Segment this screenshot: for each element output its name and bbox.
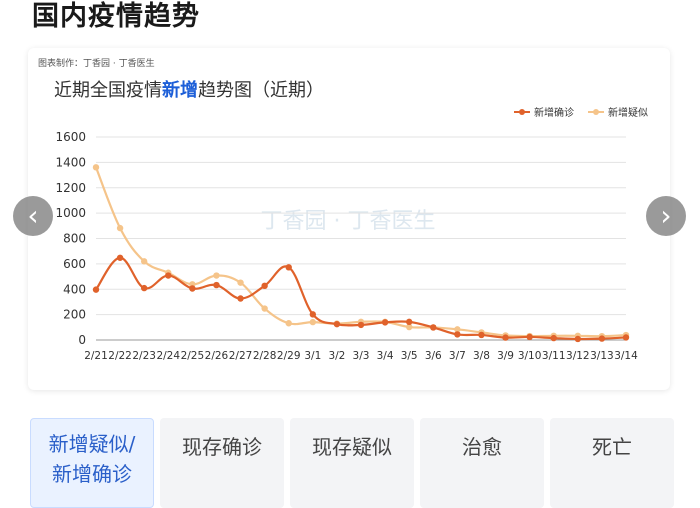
data-point-suspected — [261, 305, 268, 312]
tab-current-confirmed[interactable]: 现存确诊 — [160, 418, 284, 508]
data-point-confirmed — [357, 321, 365, 329]
x-tick-label: 2/24 — [156, 350, 180, 362]
data-point-suspected — [309, 318, 317, 326]
line-chart: 丁香园 · 丁香医生020040060080010001200140016002… — [55, 130, 638, 362]
legend-swatch-confirmed — [514, 108, 530, 115]
chart-title-highlight: 新增 — [162, 80, 198, 101]
data-point-confirmed — [92, 286, 100, 293]
data-point-confirmed — [237, 295, 244, 302]
chart-legend: 新增确诊 新增疑似 — [514, 104, 648, 119]
y-tick-label: 600 — [63, 257, 86, 271]
data-point-confirmed — [333, 320, 341, 328]
tab-label: 治愈 — [462, 435, 502, 459]
data-point-suspected — [213, 272, 220, 279]
data-point-suspected — [92, 164, 100, 171]
x-tick-label: 3/3 — [353, 350, 370, 362]
x-tick-label: 2/22 — [108, 350, 132, 362]
x-tick-label: 3/7 — [449, 350, 466, 362]
x-tick-label: 2/29 — [277, 350, 301, 362]
y-tick-label: 200 — [63, 308, 86, 322]
x-tick-label: 3/2 — [328, 350, 345, 362]
legend-item-confirmed[interactable]: 新增确诊 — [514, 104, 574, 119]
x-tick-label: 2/27 — [229, 350, 253, 362]
data-point-confirmed — [309, 311, 317, 318]
data-point-suspected — [237, 279, 244, 286]
tab-label-line1: 新增疑似/ — [48, 432, 136, 456]
data-point-suspected — [405, 323, 413, 331]
data-point-suspected — [454, 326, 461, 333]
data-point-confirmed — [550, 334, 557, 342]
data-point-confirmed — [116, 254, 124, 261]
x-tick-label: 3/1 — [304, 350, 321, 362]
legend-swatch-suspected — [588, 108, 604, 115]
data-point-suspected — [116, 224, 124, 232]
y-tick-label: 800 — [63, 232, 86, 246]
chart-title-suffix: 趋势图（近期） — [198, 80, 324, 101]
x-tick-label: 3/14 — [614, 350, 638, 362]
data-point-confirmed — [213, 281, 220, 289]
chart-card: 图表制作：丁香园 · 丁香医生 近期全国疫情新增趋势图（近期） 新增确诊 新增疑… — [28, 48, 670, 390]
data-point-confirmed — [165, 272, 172, 279]
y-tick-label: 0 — [78, 333, 86, 347]
data-point-confirmed — [189, 285, 196, 292]
tab-label: 现存确诊 — [182, 435, 262, 459]
y-tick-label: 1600 — [55, 130, 86, 144]
data-point-suspected — [285, 320, 292, 327]
tab-recovered[interactable]: 治愈 — [420, 418, 544, 508]
chart-title-prefix: 近期全国疫情 — [54, 80, 162, 101]
metric-tabs: 新增疑似/新增确诊 现存确诊 现存疑似 治愈 死亡 — [30, 418, 674, 508]
tab-label: 死亡 — [592, 435, 632, 459]
x-tick-label: 3/6 — [425, 350, 442, 362]
data-point-confirmed — [261, 282, 268, 290]
data-point-suspected — [140, 258, 148, 265]
series-line-suspected — [94, 166, 627, 338]
tab-current-suspected[interactable]: 现存疑似 — [290, 418, 414, 508]
data-point-confirmed — [478, 331, 485, 339]
x-tick-label: 2/26 — [205, 350, 229, 362]
data-point-confirmed — [454, 331, 461, 338]
y-tick-label: 1200 — [55, 181, 86, 195]
data-point-confirmed — [502, 334, 509, 341]
chart-title: 近期全国疫情新增趋势图（近期） — [54, 76, 324, 102]
tab-label: 现存疑似 — [312, 435, 392, 459]
x-tick-label: 3/9 — [497, 350, 514, 362]
carousel-next-button[interactable]: › — [646, 196, 686, 236]
x-tick-label: 3/4 — [377, 350, 394, 362]
tab-label-line2: 新增确诊 — [52, 462, 132, 486]
x-tick-label: 2/28 — [253, 350, 277, 362]
y-tick-label: 1000 — [55, 206, 86, 220]
data-point-confirmed — [526, 333, 533, 341]
x-tick-label: 3/5 — [401, 350, 418, 362]
x-tick-label: 3/12 — [566, 350, 590, 362]
data-point-confirmed — [622, 334, 630, 341]
x-tick-label: 3/8 — [473, 350, 490, 362]
tab-new-suspected-confirmed[interactable]: 新增疑似/新增确诊 — [30, 418, 154, 508]
x-tick-label: 2/23 — [132, 350, 156, 362]
data-point-confirmed — [140, 284, 148, 292]
data-point-confirmed — [430, 324, 437, 331]
x-tick-label: 3/11 — [542, 350, 566, 362]
carousel-prev-button[interactable]: ‹ — [13, 196, 53, 236]
x-tick-label: 2/25 — [181, 350, 205, 362]
data-point-confirmed — [598, 335, 606, 342]
tab-label: 新增疑似/新增确诊 — [49, 429, 136, 489]
data-point-confirmed — [405, 318, 413, 326]
x-tick-label: 3/10 — [518, 350, 542, 362]
data-point-confirmed — [381, 319, 389, 326]
y-tick-label: 1400 — [55, 155, 86, 169]
page-title: 国内疫情趋势 — [32, 1, 200, 32]
legend-label-confirmed: 新增确诊 — [534, 108, 574, 119]
data-point-confirmed — [574, 335, 582, 343]
x-tick-label: 3/13 — [590, 350, 614, 362]
legend-label-suspected: 新增疑似 — [608, 108, 648, 119]
data-point-confirmed — [285, 264, 292, 271]
chart-credit: 图表制作：丁香园 · 丁香医生 — [38, 59, 155, 69]
x-tick-label: 2/21 — [84, 350, 108, 362]
legend-item-suspected[interactable]: 新增疑似 — [588, 104, 648, 119]
tab-deaths[interactable]: 死亡 — [550, 418, 674, 508]
y-tick-label: 400 — [63, 282, 86, 296]
